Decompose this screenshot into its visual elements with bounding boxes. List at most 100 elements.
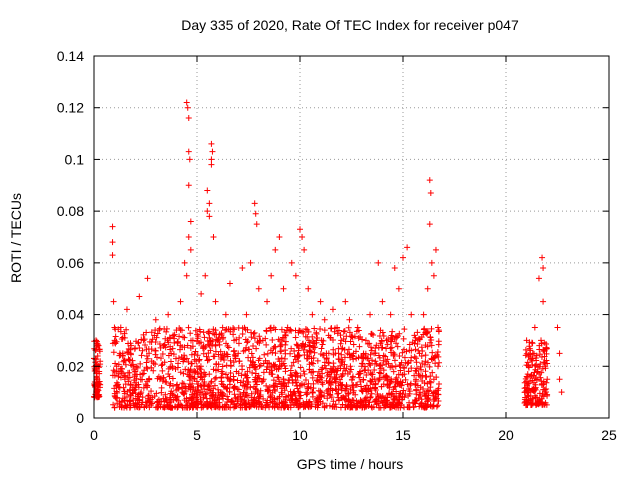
data-point	[276, 358, 283, 365]
data-point	[318, 345, 325, 352]
data-point	[335, 355, 342, 362]
data-point	[167, 358, 174, 365]
data-point	[200, 350, 207, 357]
data-point	[182, 404, 189, 411]
data-point	[386, 390, 393, 397]
data-point	[275, 336, 282, 343]
data-point	[367, 394, 374, 401]
data-point	[361, 367, 368, 374]
data-point	[119, 350, 126, 357]
data-point	[187, 218, 194, 225]
data-point	[275, 365, 282, 372]
data-point	[141, 336, 148, 343]
data-point	[156, 341, 163, 348]
data-point	[119, 395, 126, 402]
data-point	[156, 326, 163, 333]
data-point	[533, 376, 540, 383]
data-point	[262, 357, 269, 364]
data-point	[372, 345, 379, 352]
data-point	[287, 350, 294, 357]
data-point	[338, 395, 345, 402]
data-point	[544, 376, 551, 383]
data-point	[426, 363, 433, 370]
data-point	[216, 404, 223, 411]
data-point	[235, 386, 242, 393]
data-point	[152, 316, 159, 323]
data-point	[367, 311, 374, 318]
data-point	[125, 378, 132, 385]
data-point	[337, 340, 344, 347]
data-point	[174, 340, 181, 347]
data-point	[175, 397, 182, 404]
data-point	[328, 325, 335, 332]
data-point	[377, 393, 384, 400]
data-point	[127, 350, 134, 357]
data-point	[110, 349, 117, 356]
data-point	[187, 394, 194, 401]
data-point	[143, 346, 150, 353]
data-point	[271, 404, 278, 411]
data-point	[400, 387, 407, 394]
data-point	[326, 380, 333, 387]
data-point	[424, 395, 431, 402]
data-point	[170, 351, 177, 358]
data-point	[92, 383, 99, 390]
data-point	[128, 362, 135, 369]
data-point	[400, 335, 407, 342]
data-point	[540, 381, 547, 388]
data-point	[239, 331, 246, 338]
data-point	[406, 390, 413, 397]
data-point	[187, 367, 194, 374]
data-point	[210, 326, 217, 333]
data-point	[413, 397, 420, 404]
data-point	[290, 389, 297, 396]
data-point	[152, 361, 159, 368]
data-point	[436, 380, 443, 387]
data-point	[144, 355, 151, 362]
data-point	[543, 346, 550, 353]
data-point	[223, 326, 230, 333]
data-point	[212, 298, 219, 305]
data-point	[379, 362, 386, 369]
data-point	[203, 395, 210, 402]
data-point	[309, 360, 316, 367]
data-point	[221, 356, 228, 363]
data-point	[410, 403, 417, 410]
data-point	[278, 389, 285, 396]
data-point	[332, 385, 339, 392]
data-point	[215, 334, 222, 341]
data-point	[308, 359, 315, 366]
data-point	[206, 356, 213, 363]
data-point	[170, 392, 177, 399]
data-point	[183, 355, 190, 362]
data-point	[384, 394, 391, 401]
data-point	[154, 354, 161, 361]
data-point	[145, 392, 152, 399]
data-point	[380, 367, 387, 374]
data-point	[231, 347, 238, 354]
data-point	[219, 352, 226, 359]
data-point	[165, 365, 172, 372]
data-point	[355, 400, 362, 407]
data-point	[345, 324, 352, 331]
data-point	[413, 359, 420, 366]
data-point	[244, 326, 251, 333]
data-point	[131, 345, 138, 352]
data-point	[162, 391, 169, 398]
data-point	[319, 400, 326, 407]
data-point	[540, 298, 547, 305]
data-point	[350, 356, 357, 363]
data-point	[419, 377, 426, 384]
data-point	[194, 338, 201, 345]
data-point	[532, 381, 539, 388]
data-point	[173, 394, 180, 401]
data-point	[413, 386, 420, 393]
data-point	[199, 345, 206, 352]
data-point	[226, 378, 233, 385]
data-point	[236, 358, 243, 365]
data-point	[361, 404, 368, 411]
data-point	[228, 398, 235, 405]
data-point	[149, 336, 156, 343]
data-point	[187, 246, 194, 253]
data-point	[223, 371, 230, 378]
